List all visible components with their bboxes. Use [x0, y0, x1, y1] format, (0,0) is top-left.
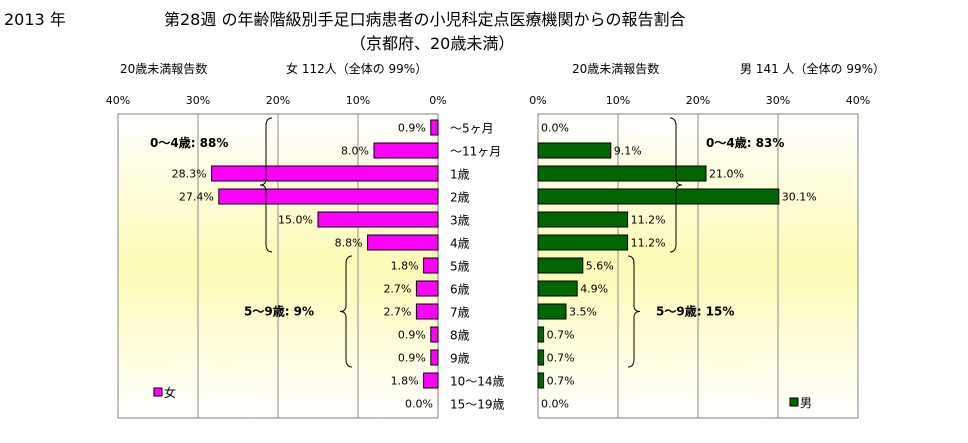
male-bar	[537, 234, 629, 251]
male-axis-tick-label: 20%	[686, 94, 710, 107]
female-value-label: 0.9%	[398, 352, 426, 365]
female-bar	[373, 142, 439, 159]
male-value-label: 4.9%	[580, 283, 608, 296]
female-bar	[415, 280, 439, 297]
male-bar	[537, 326, 545, 343]
female-bar	[317, 211, 439, 228]
female-group-label: 0～4歳: 88%	[150, 135, 228, 150]
male-value-label: 5.6%	[586, 260, 614, 273]
category-label: 4歳	[450, 237, 470, 251]
male-count-label: 20歳未満報告数	[572, 62, 660, 76]
female-group-label: 5～9歳: 9%	[244, 304, 314, 319]
male-value-label: 0.0%	[541, 122, 569, 135]
year-label: 2013 年	[4, 10, 66, 29]
male-legend-label: 男	[800, 396, 812, 410]
female-value-label: 0.0%	[405, 398, 433, 411]
male-axis-tick-label: 0%	[529, 94, 546, 107]
female-value-label: 1.8%	[391, 375, 419, 388]
female-bar	[430, 349, 439, 366]
category-label: 3歳	[450, 214, 470, 228]
female-value-label: 8.0%	[341, 145, 369, 158]
female-count-label: 20歳未満報告数	[120, 62, 208, 76]
category-label: 7歳	[450, 306, 470, 320]
female-value-label: 27.4%	[179, 191, 214, 204]
female-value-label: 28.3%	[172, 168, 207, 181]
female-value-label: 2.7%	[383, 306, 411, 319]
male-bar	[537, 349, 545, 366]
female-legend-swatch	[153, 387, 163, 397]
female-axis-tick-label: 20%	[266, 94, 290, 107]
male-bar	[537, 165, 707, 182]
male-group-brace	[669, 117, 683, 253]
female-summary: 女 112人（全体の 99%）	[286, 62, 428, 76]
category-label: ～11ヶ月	[450, 145, 501, 159]
female-value-label: 1.8%	[391, 260, 419, 273]
male-bar	[537, 211, 629, 228]
category-label: ～5ヶ月	[450, 122, 494, 136]
male-value-label: 30.1%	[782, 191, 817, 204]
male-value-label: 9.1%	[614, 145, 642, 158]
female-bar	[218, 188, 439, 205]
category-label: 6歳	[450, 283, 470, 297]
chart-title: 第28週 の年齢階級別手足口病患者の小児科定点医療機関からの報告割合	[164, 10, 686, 29]
female-bar	[367, 234, 439, 251]
male-legend-swatch	[789, 397, 799, 407]
male-group-label: 0～4歳: 83%	[706, 135, 784, 150]
category-label: 1歳	[450, 168, 470, 182]
male-value-label: 11.2%	[631, 237, 666, 250]
female-axis-tick-label: 10%	[346, 94, 370, 107]
female-value-label: 0.9%	[398, 122, 426, 135]
male-axis-tick-label: 10%	[606, 94, 630, 107]
female-value-label: 2.7%	[383, 283, 411, 296]
male-value-label: 11.2%	[631, 214, 666, 227]
category-label: 15～19歳	[450, 398, 505, 412]
female-bar	[423, 372, 439, 389]
female-axis-tick-label: 30%	[186, 94, 210, 107]
female-bar	[423, 257, 439, 274]
female-group-brace	[259, 117, 273, 253]
category-label: 5歳	[450, 260, 470, 274]
male-bar	[537, 303, 567, 320]
category-label: 9歳	[450, 352, 470, 366]
male-value-label: 3.5%	[569, 306, 597, 319]
female-group-brace	[339, 255, 353, 368]
chart-subtitle: （京都府、20歳未満）	[350, 34, 515, 53]
female-axis-tick-label: 0%	[429, 94, 446, 107]
male-summary: 男 141 人（全体の 99%）	[740, 62, 886, 76]
female-value-label: 0.9%	[398, 329, 426, 342]
male-bar	[537, 188, 780, 205]
female-axis-tick-label: 40%	[106, 94, 130, 107]
category-label: 2歳	[450, 191, 470, 205]
female-value-label: 15.0%	[278, 214, 313, 227]
male-value-label: 0.0%	[541, 398, 569, 411]
category-label: 10～14歳	[450, 375, 505, 389]
male-bar	[537, 142, 612, 159]
male-value-label: 21.0%	[709, 168, 744, 181]
male-axis-tick-label: 30%	[766, 94, 790, 107]
male-bar	[537, 257, 584, 274]
male-value-label: 0.7%	[547, 352, 575, 365]
female-legend-label: 女	[164, 385, 176, 400]
male-bar	[537, 280, 578, 297]
male-value-label: 0.7%	[547, 375, 575, 388]
female-bar	[430, 326, 439, 343]
female-bar	[415, 303, 439, 320]
female-value-label: 8.8%	[335, 237, 363, 250]
female-bar	[211, 165, 439, 182]
female-bar	[430, 119, 439, 136]
male-group-brace	[627, 255, 641, 368]
male-axis-tick-label: 40%	[846, 94, 870, 107]
category-label: 8歳	[450, 329, 470, 343]
male-group-label: 5～9歳: 15%	[656, 304, 734, 319]
male-bar	[537, 372, 545, 389]
male-value-label: 0.7%	[547, 329, 575, 342]
